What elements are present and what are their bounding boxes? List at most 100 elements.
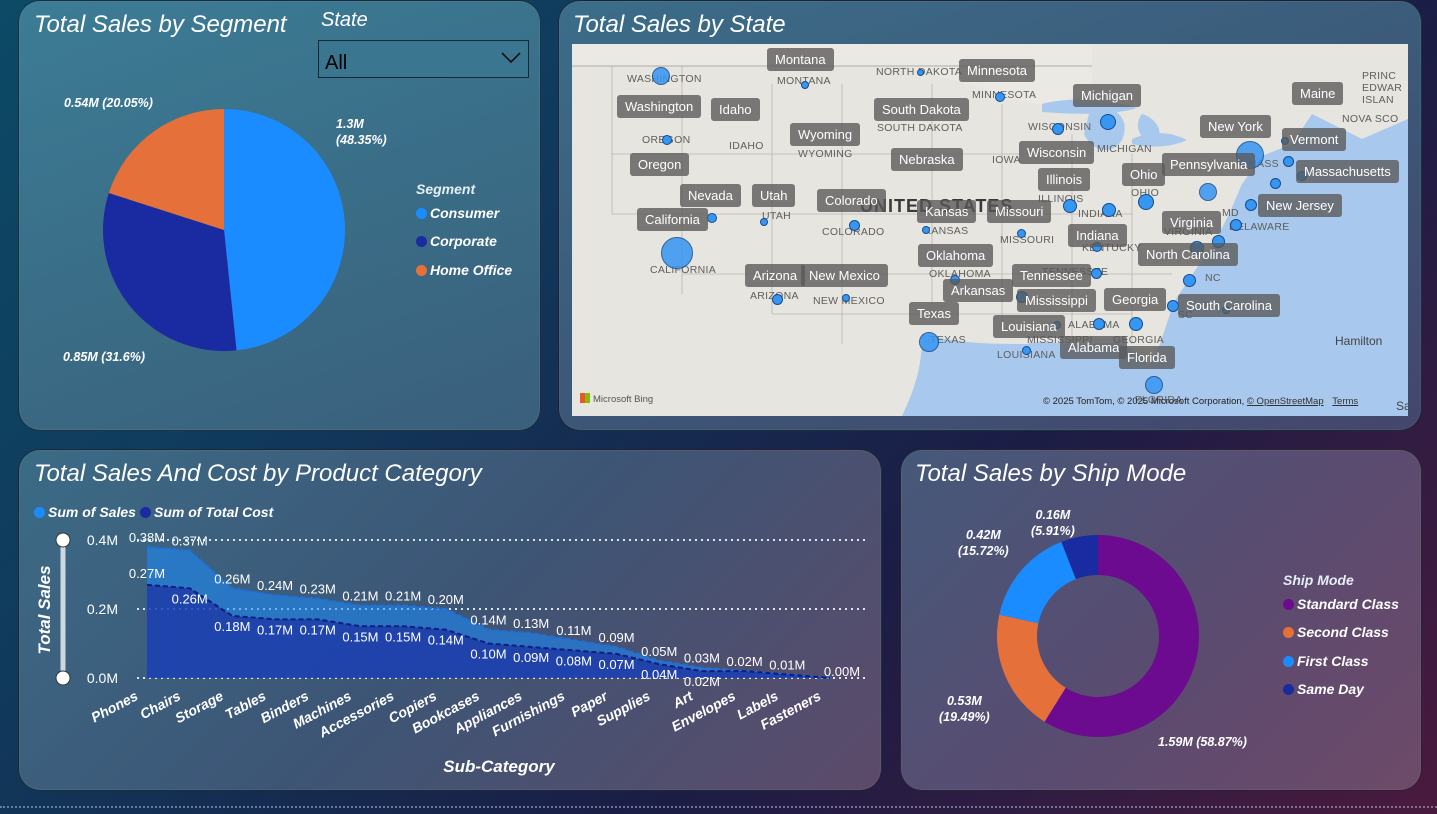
state-label-wyoming[interactable]: Wyoming xyxy=(790,123,861,146)
sales-bubble[interactable] xyxy=(661,237,693,269)
sales-bubble[interactable] xyxy=(1063,199,1077,213)
state-label-new-mexico[interactable]: New Mexico xyxy=(801,264,888,287)
sales-data-label: 0.03M xyxy=(684,651,720,666)
sales-bubble[interactable] xyxy=(772,294,783,305)
sales-bubble[interactable] xyxy=(652,67,670,85)
legend-item-cost[interactable]: Sum of Total Cost xyxy=(140,504,273,520)
state-label-mississippi[interactable]: Mississippi xyxy=(1017,289,1096,312)
us-map[interactable]: WASHINGTONMONTANANORTH DAKOTAMINNESOTAPR… xyxy=(572,44,1408,416)
legend-item-first-class[interactable]: First Class xyxy=(1283,653,1369,669)
sales-bubble[interactable] xyxy=(1102,203,1116,217)
legend-item-sales[interactable]: Sum of Sales xyxy=(34,504,136,520)
sales-bubble[interactable] xyxy=(1022,346,1031,355)
state-label-south-carolina[interactable]: South Carolina xyxy=(1178,294,1280,317)
state-label-minnesota[interactable]: Minnesota xyxy=(959,59,1035,82)
state-slicer-value: All xyxy=(325,52,348,74)
openstreetmap-link[interactable]: © OpenStreetMap xyxy=(1246,396,1324,407)
state-label-north-carolina[interactable]: North Carolina xyxy=(1138,243,1238,266)
state-label-new-york[interactable]: New York xyxy=(1200,115,1271,138)
state-label-washington[interactable]: Washington xyxy=(617,95,702,118)
slice-standard-class[interactable] xyxy=(1044,535,1199,737)
slice-same-day[interactable] xyxy=(1061,535,1098,580)
sales-bubble[interactable] xyxy=(917,69,924,76)
sales-bubble[interactable] xyxy=(801,81,809,89)
legend-item-second-class[interactable]: Second Class xyxy=(1283,624,1389,640)
state-label-louisiana[interactable]: Louisiana xyxy=(993,315,1065,338)
state-label-wisconsin[interactable]: Wisconsin xyxy=(1019,141,1095,164)
state-label-nevada[interactable]: Nevada xyxy=(680,184,741,207)
state-label-montana[interactable]: Montana xyxy=(767,48,834,71)
legend-item-consumer[interactable]: Consumer xyxy=(416,205,499,221)
state-label-illinois[interactable]: Illinois xyxy=(1038,168,1091,191)
state-slicer-dropdown[interactable]: All xyxy=(318,40,529,78)
legend-item-corporate[interactable]: Corporate xyxy=(416,233,497,249)
standard-class-data-label: 1.59M (58.87%) xyxy=(1158,735,1247,749)
state-label-florida[interactable]: Florida xyxy=(1119,346,1175,369)
sales-bubble[interactable] xyxy=(1100,114,1116,130)
legend-item-home-office[interactable]: Home Office xyxy=(416,262,512,278)
y-tick-label: 0.0M xyxy=(87,670,118,686)
legend-item-standard-class[interactable]: Standard Class xyxy=(1283,596,1399,612)
state-label-pennsylvania[interactable]: Pennsylvania xyxy=(1162,153,1256,176)
legend-item-same-day[interactable]: Same Day xyxy=(1283,681,1364,697)
state-label-oregon[interactable]: Oregon xyxy=(630,153,690,176)
state-label-maine[interactable]: Maine xyxy=(1292,82,1344,105)
sales-bubble[interactable] xyxy=(1129,317,1143,331)
sales-bubble[interactable] xyxy=(995,92,1005,102)
sales-bubble[interactable] xyxy=(1052,123,1064,135)
state-label-arizona[interactable]: Arizona xyxy=(745,264,806,287)
state-label-south-dakota[interactable]: South Dakota xyxy=(874,98,969,121)
state-label-vermont[interactable]: Vermont xyxy=(1282,128,1347,151)
state-label-new-jersey[interactable]: New Jersey xyxy=(1258,194,1342,217)
state-label-alabama[interactable]: Alabama xyxy=(1060,336,1128,359)
sales-bubble[interactable] xyxy=(1283,156,1294,167)
sales-bubble[interactable] xyxy=(842,294,850,302)
legend-label: Second Class xyxy=(1297,624,1389,640)
state-label-tennessee[interactable]: Tennessee xyxy=(1012,264,1091,287)
sales-bubble[interactable] xyxy=(760,218,768,226)
sales-bubble[interactable] xyxy=(662,135,672,145)
terms-link[interactable]: Terms xyxy=(1332,396,1359,407)
second-class-data-label: 0.53M (19.49%) xyxy=(939,693,990,725)
sales-bubble[interactable] xyxy=(1138,194,1154,210)
state-label-kansas[interactable]: Kansas xyxy=(917,200,977,223)
state-label-idaho[interactable]: Idaho xyxy=(711,98,760,121)
state-label-ohio[interactable]: Ohio xyxy=(1122,163,1166,186)
state-label-michigan[interactable]: Michigan xyxy=(1073,84,1142,107)
state-label-missouri[interactable]: Missouri xyxy=(987,200,1052,223)
slice-second-class[interactable] xyxy=(997,614,1066,722)
sales-bubble[interactable] xyxy=(1093,318,1105,330)
slider-handle-icon[interactable] xyxy=(55,532,71,548)
slice-first-class[interactable] xyxy=(999,541,1076,624)
state-label-california[interactable]: California xyxy=(637,208,708,231)
slice-home-office[interactable] xyxy=(108,109,224,230)
slice-corporate[interactable] xyxy=(102,192,237,351)
sales-bubble[interactable] xyxy=(1183,274,1196,287)
sales-bubble[interactable] xyxy=(849,220,860,231)
state-label-georgia[interactable]: Georgia xyxy=(1104,288,1167,311)
sales-bubble[interactable] xyxy=(1199,183,1217,201)
state-label-arkansas[interactable]: Arkansas xyxy=(943,279,1014,302)
cost-dot-icon xyxy=(140,507,151,518)
state-label-nebraska[interactable]: Nebraska xyxy=(891,148,963,171)
sales-bubble[interactable] xyxy=(1145,376,1163,394)
sales-bubble[interactable] xyxy=(922,226,930,234)
state-label-indiana[interactable]: Indiana xyxy=(1068,224,1127,247)
sales-bubble[interactable] xyxy=(919,332,939,352)
state-label-virginia[interactable]: Virginia xyxy=(1162,211,1222,234)
state-label-texas[interactable]: Texas xyxy=(909,302,959,325)
sales-bubble[interactable] xyxy=(1091,268,1102,279)
base-map-label: NEW MEXICO xyxy=(813,295,885,307)
state-label-utah[interactable]: Utah xyxy=(752,184,796,207)
state-label-oklahoma[interactable]: Oklahoma xyxy=(918,244,994,267)
sales-bubble[interactable] xyxy=(1017,229,1026,238)
state-label-colorado[interactable]: Colorado xyxy=(817,189,886,212)
sales-bubble[interactable] xyxy=(1270,178,1281,189)
slider-handle-icon[interactable] xyxy=(55,670,71,686)
sales-bubble[interactable] xyxy=(707,213,717,223)
sales-bubble[interactable] xyxy=(1230,219,1242,231)
state-label-massachusetts[interactable]: Massachusetts xyxy=(1296,160,1399,183)
slice-consumer[interactable] xyxy=(224,109,345,351)
sales-bubble[interactable] xyxy=(1245,199,1257,211)
cost-area[interactable] xyxy=(147,584,830,678)
